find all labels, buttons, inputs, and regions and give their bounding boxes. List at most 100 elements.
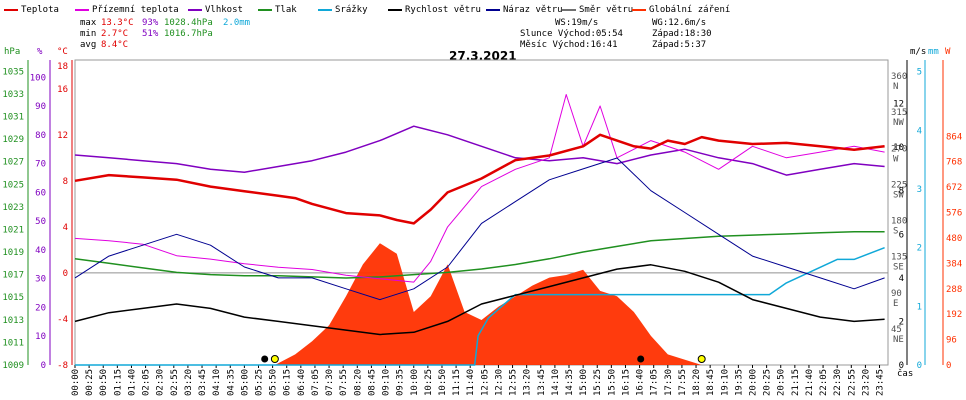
direction-tick-degree: 180 xyxy=(891,217,907,227)
time-tick-label: 21:40 xyxy=(805,369,815,396)
legend-swatch xyxy=(486,8,500,11)
legend-label: Teplota xyxy=(21,5,59,15)
time-tick-label: 11:40 xyxy=(466,369,476,396)
temperature-tick-label: 8 xyxy=(63,177,68,187)
time-tick-label: 20:25 xyxy=(763,369,773,396)
time-tick-label: 18:45 xyxy=(706,369,716,396)
time-tick-label: 06:15 xyxy=(283,369,293,396)
pressure-tick-label: 1025 xyxy=(2,180,24,190)
series-wind-line xyxy=(74,264,885,336)
legend-label: Tlak xyxy=(275,5,297,15)
radiation-tick-label: 96 xyxy=(946,336,957,346)
legend-label: Vlhkost xyxy=(205,5,243,15)
series-gust-line xyxy=(74,157,885,301)
wind-tick-label: 6 xyxy=(899,230,904,240)
time-tick-label: 22:55 xyxy=(847,369,857,396)
stat-avg-label: avg xyxy=(80,40,97,50)
time-tick-label: 11:15 xyxy=(452,369,462,396)
wind-speed-max: WS:19m/s xyxy=(555,18,599,28)
series-humidity-line xyxy=(74,125,885,176)
legend-item-tlak: Tlak xyxy=(258,4,297,16)
humidity-tick-label: 40 xyxy=(35,246,46,256)
unit-degc: °C xyxy=(57,47,68,57)
radiation-tick-label: 0 xyxy=(946,361,951,371)
legend-item-zareni: Globální záření xyxy=(632,4,730,16)
pressure-tick-label: 1035 xyxy=(2,67,24,77)
time-tick-label: 20:50 xyxy=(777,369,787,396)
radiation-tick-label: 480 xyxy=(946,234,962,244)
temperature-tick-label: 18 xyxy=(57,62,68,72)
direction-tick-letter: W xyxy=(893,154,899,164)
series-pressure-line xyxy=(74,230,885,279)
stat-min-press: 1016.7hPa xyxy=(164,29,213,39)
time-tick-label: 15:50 xyxy=(607,369,617,396)
stat-max-hum: 93% xyxy=(142,18,159,28)
time-tick-label: 14:10 xyxy=(551,369,561,396)
time-tick-label: 01:40 xyxy=(127,369,137,396)
humidity-tick-label: 10 xyxy=(35,332,46,342)
time-tick-label: 22:30 xyxy=(833,369,843,396)
time-tick-label: 19:35 xyxy=(734,369,744,396)
temperature-tick-label: -8 xyxy=(57,361,68,371)
legend-label: Přízemní teplota xyxy=(92,5,179,15)
pressure-tick-label: 1029 xyxy=(2,135,24,145)
time-tick-label: 07:05 xyxy=(311,369,321,396)
legend-item-srazky: Srážky xyxy=(318,4,368,16)
time-tick-label: 07:30 xyxy=(325,369,335,396)
radiation-tick-label: 192 xyxy=(946,310,962,320)
humidity-tick-label: 70 xyxy=(35,160,46,170)
legend-item-naraz: Náraz větru xyxy=(486,4,563,16)
time-tick-label: 04:10 xyxy=(212,369,222,396)
time-tick-label: 16:15 xyxy=(621,369,631,396)
stat-min-label: min xyxy=(80,29,97,39)
time-tick-label: 00:00 xyxy=(71,369,81,396)
direction-tick-degree: 315 xyxy=(891,108,907,118)
time-tick-label: 02:30 xyxy=(156,369,166,396)
legend-label: Srážky xyxy=(335,5,368,15)
time-tick-label: 12:05 xyxy=(480,369,490,396)
stat-max-rain: 2.0mm xyxy=(223,18,251,28)
rain-tick-label: 5 xyxy=(917,68,922,78)
rain-tick-label: 1 xyxy=(917,302,922,312)
radiation-tick-label: 768 xyxy=(946,158,962,168)
time-tick-label: 00:50 xyxy=(99,369,109,396)
radiation-tick-label: 288 xyxy=(946,285,962,295)
pressure-tick-label: 1009 xyxy=(2,361,24,371)
pressure-tick-label: 1015 xyxy=(2,293,24,303)
temperature-tick-label: 16 xyxy=(57,85,68,95)
time-tick-label: 08:20 xyxy=(353,369,363,396)
legend-item-vlhkost: Vlhkost xyxy=(188,4,243,16)
time-tick-label: 02:05 xyxy=(142,369,152,396)
legend-swatch xyxy=(258,8,272,11)
direction-tick-letter: N xyxy=(893,82,898,92)
wind-tick-label: 10 xyxy=(893,143,904,153)
time-tick-label: 01:15 xyxy=(113,369,123,396)
time-tick-label: 21:15 xyxy=(791,369,801,396)
time-tick-label: 10:25 xyxy=(424,369,434,396)
wind-tick-label: 4 xyxy=(899,274,904,284)
stat-min-hum: 51% xyxy=(142,29,159,39)
wind-tick-label: 8 xyxy=(899,187,904,197)
direction-tick-letter: NW xyxy=(893,118,904,128)
wind-tick-label: 2 xyxy=(899,317,904,327)
time-tick-label: 13:20 xyxy=(523,369,533,396)
direction-tick-degree: 360 xyxy=(891,72,907,82)
time-tick-label: 02:55 xyxy=(170,369,180,396)
direction-tick-letter: E xyxy=(893,299,898,309)
time-tick-label: 23:45 xyxy=(876,369,886,396)
wind-gust-max: WG:12.6m/s xyxy=(652,18,707,28)
time-tick-label: 12:30 xyxy=(494,369,504,396)
stat-max-label: max xyxy=(80,18,97,28)
radiation-tick-label: 672 xyxy=(946,183,962,193)
series-ground-temp-line xyxy=(74,94,885,283)
time-tick-label: 10:00 xyxy=(410,369,420,396)
time-tick-label: 15:00 xyxy=(579,369,589,396)
time-tick-label: 04:35 xyxy=(226,369,236,396)
moonset-marker xyxy=(261,355,269,363)
unit-mm: mm xyxy=(928,47,939,57)
pressure-tick-label: 1013 xyxy=(2,316,24,326)
unit-time: čas xyxy=(897,369,914,379)
humidity-tick-label: 50 xyxy=(35,217,46,227)
series-radiation-area xyxy=(75,243,885,365)
